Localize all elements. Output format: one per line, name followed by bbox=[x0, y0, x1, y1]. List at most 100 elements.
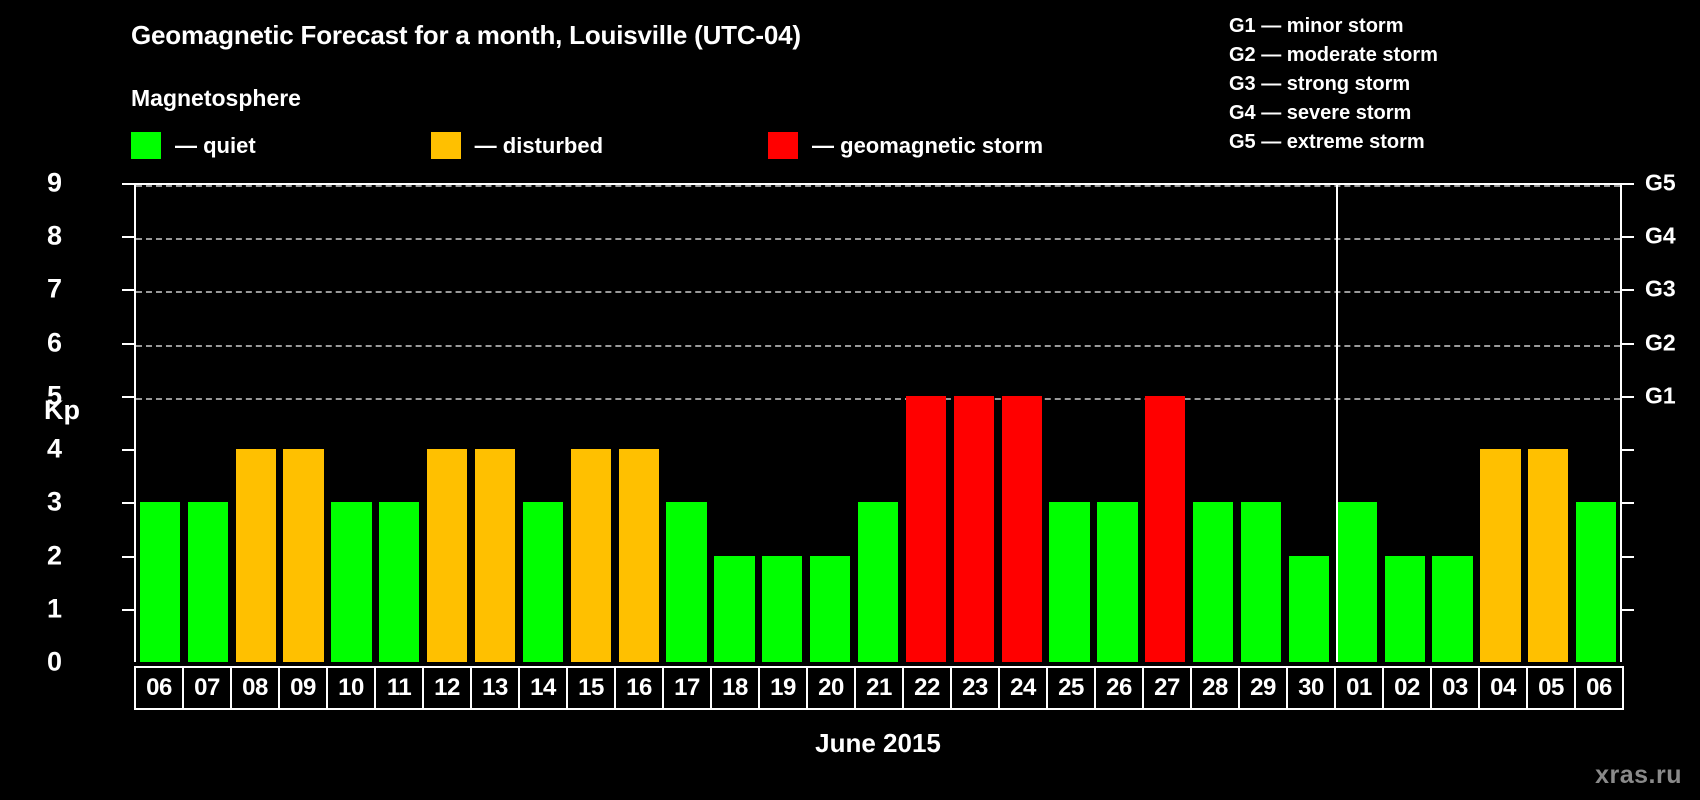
y-tick-mark-6 bbox=[122, 342, 134, 345]
magnetosphere-legend: — quiet — disturbed — geomagnetic storm bbox=[131, 132, 1043, 159]
bar-cell bbox=[902, 185, 950, 662]
bar-03-27 bbox=[1432, 555, 1473, 662]
date-cell-26[interactable]: 02 bbox=[1382, 666, 1432, 710]
date-cell-22[interactable]: 28 bbox=[1190, 666, 1240, 710]
bar-cell bbox=[471, 185, 519, 662]
bar-06-30 bbox=[1576, 502, 1617, 662]
date-label: 18 bbox=[722, 674, 748, 701]
y-tick-mark-right-2 bbox=[1622, 555, 1634, 558]
bar-cell bbox=[423, 185, 471, 662]
bar-28-22 bbox=[1193, 502, 1234, 662]
date-cell-10[interactable]: 16 bbox=[614, 666, 664, 710]
y-tick-mark-7 bbox=[122, 289, 134, 292]
date-cell-8[interactable]: 14 bbox=[518, 666, 568, 710]
y-tick-label-5: 5 bbox=[46, 380, 62, 411]
date-label: 07 bbox=[194, 674, 220, 701]
y-tick-mark-2 bbox=[122, 555, 134, 558]
bar-cell bbox=[1237, 185, 1285, 662]
bar-09-3 bbox=[283, 449, 324, 662]
date-cell-11[interactable]: 17 bbox=[662, 666, 712, 710]
magnetosphere-heading: Magnetosphere bbox=[131, 85, 301, 111]
date-cell-2[interactable]: 08 bbox=[230, 666, 280, 710]
date-cell-17[interactable]: 23 bbox=[950, 666, 1000, 710]
date-cell-0[interactable]: 06 bbox=[134, 666, 184, 710]
date-cell-13[interactable]: 19 bbox=[758, 666, 808, 710]
date-cell-18[interactable]: 24 bbox=[998, 666, 1048, 710]
date-cell-15[interactable]: 21 bbox=[854, 666, 904, 710]
date-cell-7[interactable]: 13 bbox=[470, 666, 520, 710]
date-label: 01 bbox=[1346, 674, 1372, 701]
y-tick-mark-8 bbox=[122, 236, 134, 239]
date-cell-16[interactable]: 22 bbox=[902, 666, 952, 710]
bar-cell bbox=[711, 185, 759, 662]
date-cell-28[interactable]: 04 bbox=[1478, 666, 1528, 710]
bar-cell bbox=[615, 185, 663, 662]
g-tick-label-G1: G1 bbox=[1645, 382, 1676, 409]
bar-02-26 bbox=[1384, 555, 1425, 662]
date-cell-23[interactable]: 29 bbox=[1238, 666, 1288, 710]
date-cell-21[interactable]: 27 bbox=[1142, 666, 1192, 710]
y-tick-mark-right-7 bbox=[1622, 289, 1634, 292]
bar-cell bbox=[758, 185, 806, 662]
date-cell-3[interactable]: 09 bbox=[278, 666, 328, 710]
bar-cell bbox=[1333, 185, 1381, 662]
date-cell-20[interactable]: 26 bbox=[1094, 666, 1144, 710]
legend-swatch-disturbed bbox=[430, 132, 461, 159]
date-label: 05 bbox=[1538, 674, 1564, 701]
date-cell-27[interactable]: 03 bbox=[1430, 666, 1480, 710]
date-cell-4[interactable]: 10 bbox=[326, 666, 376, 710]
y-tick-mark-right-3 bbox=[1622, 502, 1634, 505]
date-cell-12[interactable]: 18 bbox=[710, 666, 760, 710]
date-label: 26 bbox=[1106, 674, 1132, 701]
date-label: 27 bbox=[1154, 674, 1180, 701]
date-label: 28 bbox=[1202, 674, 1228, 701]
storm-scale-item-3: G3 — strong storm bbox=[1229, 73, 1411, 96]
y-tick-mark-4 bbox=[122, 449, 134, 452]
bar-20-14 bbox=[810, 555, 851, 662]
g-tick-label-G4: G4 bbox=[1645, 222, 1676, 249]
g-tick-label-G5: G5 bbox=[1645, 169, 1676, 196]
date-cell-25[interactable]: 01 bbox=[1334, 666, 1384, 710]
date-label: 30 bbox=[1298, 674, 1324, 701]
gridline-kp-7 bbox=[136, 291, 1620, 294]
date-cell-30[interactable]: 06 bbox=[1574, 666, 1624, 710]
storm-scale-item-1: G1 — minor storm bbox=[1229, 15, 1404, 37]
bar-22-16 bbox=[905, 395, 947, 662]
bar-cell bbox=[998, 185, 1046, 662]
bar-04-28 bbox=[1480, 449, 1521, 662]
bar-cell bbox=[1572, 185, 1620, 662]
bar-25-19 bbox=[1049, 502, 1090, 662]
storm-scale-item-2: G2 — moderate storm bbox=[1229, 44, 1438, 67]
y-axis-title: Kp bbox=[44, 395, 80, 425]
date-label: 10 bbox=[338, 674, 364, 701]
date-cell-19[interactable]: 25 bbox=[1046, 666, 1096, 710]
date-cell-29[interactable]: 05 bbox=[1526, 666, 1576, 710]
plot-area bbox=[134, 183, 1622, 662]
bar-cell bbox=[1429, 185, 1477, 662]
legend-item-2: — geomagnetic storm bbox=[768, 132, 1043, 159]
bar-cell bbox=[854, 185, 902, 662]
y-tick-mark-right-1 bbox=[1622, 608, 1634, 611]
date-cell-14[interactable]: 20 bbox=[806, 666, 856, 710]
date-label: 11 bbox=[386, 674, 412, 701]
bar-cell bbox=[1524, 185, 1572, 662]
bar-cell bbox=[1094, 185, 1142, 662]
date-label: 24 bbox=[1010, 674, 1036, 701]
date-cell-5[interactable]: 11 bbox=[374, 666, 424, 710]
bar-07-1 bbox=[187, 502, 228, 662]
month-divider bbox=[1336, 185, 1338, 662]
y-tick-label-2: 2 bbox=[46, 540, 62, 571]
y-tick-label-7: 7 bbox=[46, 273, 62, 304]
date-cell-1[interactable]: 07 bbox=[182, 666, 232, 710]
date-label: 03 bbox=[1442, 674, 1468, 701]
date-cell-9[interactable]: 15 bbox=[566, 666, 616, 710]
y-tick-label-6: 6 bbox=[46, 327, 62, 358]
date-cell-6[interactable]: 12 bbox=[422, 666, 472, 710]
date-label: 04 bbox=[1490, 674, 1516, 701]
bar-06-0 bbox=[139, 502, 181, 662]
bar-05-29 bbox=[1528, 449, 1569, 662]
date-cell-24[interactable]: 30 bbox=[1286, 666, 1336, 710]
date-label: 15 bbox=[578, 674, 604, 701]
gridline-kp-9 bbox=[136, 185, 1620, 187]
date-label: 02 bbox=[1394, 674, 1420, 701]
